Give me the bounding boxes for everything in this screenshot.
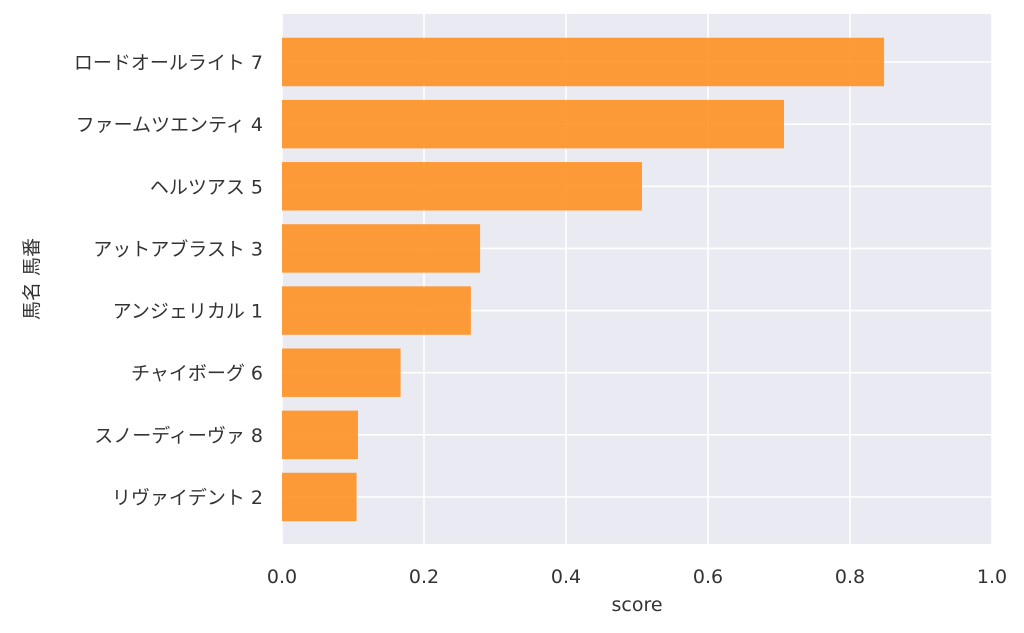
bar bbox=[282, 224, 481, 273]
y-tick-label: チャイボーグ 6 bbox=[131, 363, 263, 385]
x-axis-label: score bbox=[611, 594, 662, 616]
x-tick-label: 0.8 bbox=[835, 566, 865, 588]
bar bbox=[282, 37, 885, 87]
x-tick-label: 0.6 bbox=[693, 566, 723, 588]
y-tick-label: ロードオールライト 7 bbox=[74, 52, 263, 74]
y-tick-label: リヴァイデント 2 bbox=[112, 487, 263, 509]
y-tick-label: スノーディーヴァ 8 bbox=[94, 425, 263, 447]
y-tick-labels: ロードオールライト 7 ファームツエンティ 4 ヘルツアス 5 アットアブラスト 3 ア… bbox=[74, 52, 263, 509]
bar bbox=[282, 99, 784, 149]
y-tick-label: アットアブラスト 3 bbox=[93, 237, 263, 260]
bar bbox=[282, 472, 357, 522]
x-tick-labels: 0.0 0.2 0.4 0.6 0.8 1.0 bbox=[267, 566, 1007, 588]
x-tick-label: 1.0 bbox=[977, 566, 1007, 588]
bar bbox=[282, 286, 471, 335]
bar bbox=[282, 162, 642, 211]
x-tick-label: 0.0 bbox=[267, 566, 297, 588]
y-axis-label: 馬名 馬番 bbox=[21, 238, 43, 320]
y-tick-label: ヘルツアス 5 bbox=[150, 176, 263, 198]
bars-layer bbox=[282, 37, 885, 522]
plot-background bbox=[282, 14, 992, 544]
y-tick-label: ファームツエンティ 4 bbox=[76, 114, 263, 136]
bar bbox=[282, 348, 401, 397]
x-tick-label: 0.2 bbox=[409, 566, 439, 588]
x-tick-label: 0.4 bbox=[551, 566, 581, 588]
y-tick-label: アンジェリカル 1 bbox=[113, 301, 263, 323]
bar bbox=[282, 410, 358, 460]
